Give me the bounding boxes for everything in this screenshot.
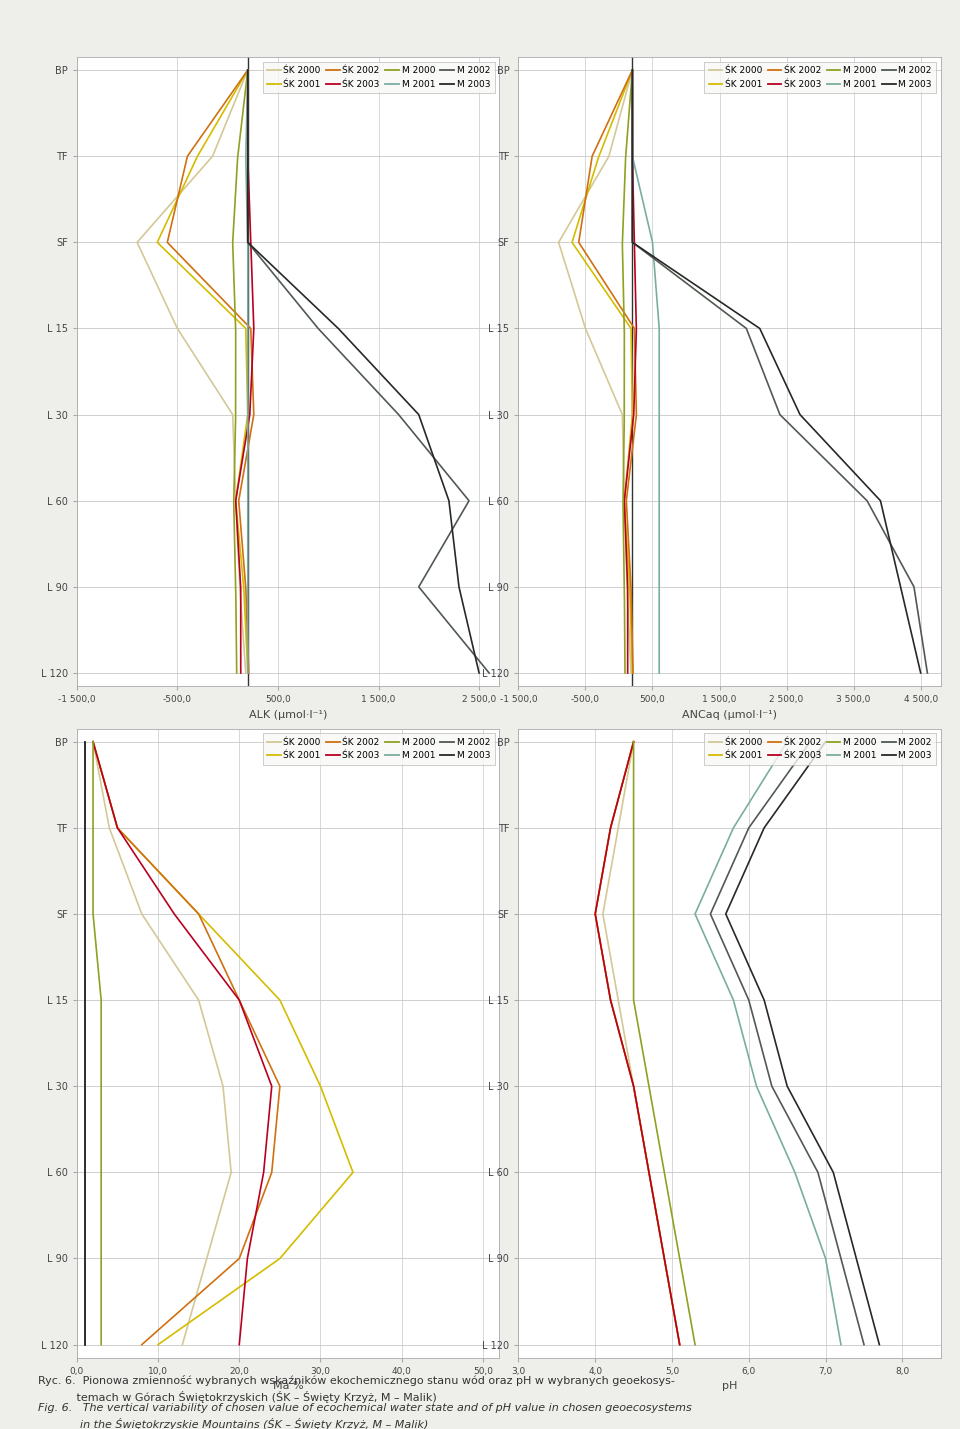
Text: Fig. 6.   The vertical variability of chosen value of ecochemical water state an: Fig. 6. The vertical variability of chos…	[38, 1403, 692, 1429]
Legend: ŚK 2000, ŚK 2001, ŚK 2002, ŚK 2003, M 2000, M 2001, M 2002, M 2003: ŚK 2000, ŚK 2001, ŚK 2002, ŚK 2003, M 20…	[705, 733, 936, 765]
Legend: ŚK 2000, ŚK 2001, ŚK 2002, ŚK 2003, M 2000, M 2001, M 2002, M 2003: ŚK 2000, ŚK 2001, ŚK 2002, ŚK 2003, M 20…	[263, 61, 494, 93]
X-axis label: ALK (μmol·l⁻¹): ALK (μmol·l⁻¹)	[249, 710, 327, 720]
Legend: ŚK 2000, ŚK 2001, ŚK 2002, ŚK 2003, M 2000, M 2001, M 2002, M 2003: ŚK 2000, ŚK 2001, ŚK 2002, ŚK 2003, M 20…	[705, 61, 936, 93]
X-axis label: ANCaq (μmol·l⁻¹): ANCaq (μmol·l⁻¹)	[683, 710, 777, 720]
X-axis label: Ma %: Ma %	[273, 1382, 303, 1392]
Text: Ryc. 6.  Pionowa zmienność wybranych wskaźników ekochemicznego stanu wód oraz pH: Ryc. 6. Pionowa zmienność wybranych wska…	[38, 1375, 675, 1403]
X-axis label: pH: pH	[722, 1382, 737, 1392]
Legend: ŚK 2000, ŚK 2001, ŚK 2002, ŚK 2003, M 2000, M 2001, M 2002, M 2003: ŚK 2000, ŚK 2001, ŚK 2002, ŚK 2003, M 20…	[263, 733, 494, 765]
